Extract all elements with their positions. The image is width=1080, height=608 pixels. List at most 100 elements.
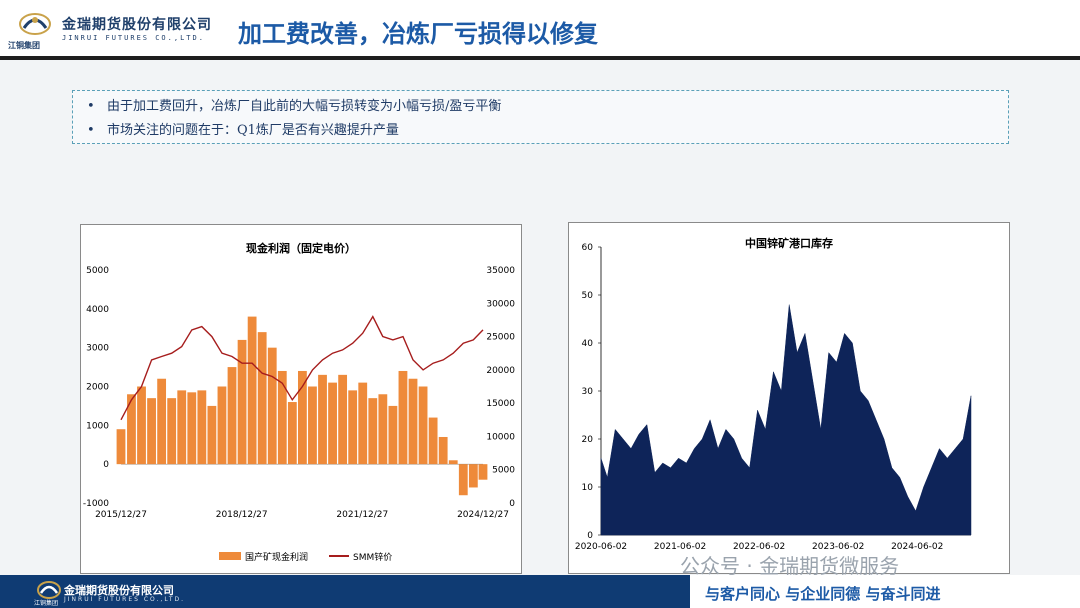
x-tick-label: 2024-06-02 — [891, 542, 943, 552]
profit-bar — [408, 378, 418, 465]
profit-bar — [277, 370, 287, 465]
company-logo: 金瑞期货股份有限公司 JINRUI FUTURES CO.,LTD. 江铜集团 — [8, 8, 228, 52]
y-left-tick-label: 3000 — [86, 344, 109, 354]
profit-bar — [468, 464, 478, 488]
header-divider — [0, 56, 1080, 60]
profit-bar — [177, 390, 187, 465]
x-tick-label: 2023-06-02 — [812, 542, 864, 552]
profit-bar — [227, 367, 237, 465]
profit-bar — [257, 332, 267, 465]
bullet-dot-icon: • — [87, 123, 95, 138]
y-tick-label: 0 — [587, 531, 593, 541]
y-right-tick-label: 20000 — [486, 366, 515, 376]
logo-english-name: JINRUI FUTURES CO.,LTD. — [62, 34, 205, 42]
profit-bar — [147, 398, 156, 465]
profit-bar — [308, 386, 317, 465]
x-tick-label: 2015/12/27 — [95, 510, 147, 520]
profit-chart-panel: 现金利润（固定电价） 5000 4000 3000 2000 1000 0 -1000 3500… — [80, 224, 522, 574]
profit-bar — [247, 316, 257, 465]
profit-bar — [448, 460, 458, 465]
x-tick-label: 2021/12/27 — [336, 510, 388, 520]
profit-bar — [328, 382, 337, 465]
inventory-chart-panel: 中国锌矿港口库存 60 50 40 30 20 10 0 2020-06-02 2021-06-0… — [568, 222, 1010, 574]
profit-bar — [116, 429, 126, 465]
y-right-tick-label: 30000 — [486, 299, 515, 309]
profit-bar — [207, 405, 217, 465]
profit-bar — [358, 382, 368, 465]
y-left-tick-label: 0 — [103, 460, 109, 470]
profit-bar — [428, 417, 438, 465]
y-left-tick-label: 5000 — [86, 266, 109, 276]
legend-swatch-bar — [219, 552, 241, 560]
profit-bar — [217, 386, 227, 465]
profit-bar — [137, 386, 146, 465]
x-tick-label: 2021-06-02 — [654, 542, 706, 552]
header: 金瑞期货股份有限公司 JINRUI FUTURES CO.,LTD. 江铜集团 … — [0, 0, 1080, 58]
profit-bar — [127, 394, 136, 465]
profit-bar — [388, 405, 398, 465]
y-right-tick-label: 5000 — [492, 466, 515, 476]
x-tick-label: 2022-06-02 — [733, 542, 785, 552]
footer-logo-emblem-icon — [37, 581, 61, 599]
bullet-text: 由于加工费回升，冶炼厂自此前的大幅亏损转变为小幅亏损/盈亏平衡 — [107, 99, 502, 114]
profit-bar — [478, 464, 488, 480]
profit-bar — [297, 370, 307, 465]
bullet-item: • 由于加工费回升，冶炼厂自此前的大幅亏损转变为小幅亏损/盈亏平衡 — [87, 95, 501, 114]
profit-bar — [458, 464, 468, 496]
y-tick-label: 40 — [582, 339, 594, 349]
footer-logo-group-name: 江铜集团 — [34, 600, 59, 607]
logo-emblem-icon — [19, 13, 51, 35]
profit-bar — [157, 378, 167, 465]
legend-label: 国产矿现金利润 — [245, 551, 308, 563]
footer-slogan: 与客户同心 与企业同德 与奋斗同进 — [705, 585, 941, 603]
profit-bar — [167, 398, 177, 465]
x-tick-label: 2020-06-02 — [575, 542, 627, 552]
y-right-tick-label: 25000 — [486, 333, 515, 343]
profit-bar — [348, 390, 358, 465]
x-tick-label: 2018/12/27 — [216, 510, 268, 520]
y-tick-label: 10 — [582, 483, 594, 493]
chart-title: 现金利润（固定电价） — [246, 241, 356, 255]
x-tick-label: 2024/12/27 — [457, 510, 509, 520]
bullet-dot-icon: • — [87, 99, 95, 114]
profit-bar — [398, 370, 408, 465]
y-right-tick-label: 35000 — [486, 266, 515, 276]
chart-title: 中国锌矿港口库存 — [745, 236, 833, 250]
watermark: 公众号 · 金瑞期货微服务 — [680, 554, 900, 578]
y-left-tick-label: 4000 — [86, 305, 109, 315]
y-tick-label: 20 — [582, 435, 594, 445]
summary-box: • 由于加工费回升，冶炼厂自此前的大幅亏损转变为小幅亏损/盈亏平衡 • 市场关注的问… — [72, 90, 1009, 144]
y-left-tick-label: -1000 — [83, 499, 109, 509]
y-right-tick-label: 15000 — [486, 399, 515, 409]
profit-bar — [187, 392, 197, 465]
profit-bar — [368, 398, 378, 465]
legend-label: SMM锌价 — [353, 551, 392, 563]
profit-bar — [338, 374, 348, 465]
profit-bar — [287, 402, 297, 465]
profit-bar — [318, 374, 327, 465]
footer-bar — [0, 575, 690, 608]
y-tick-label: 60 — [582, 243, 594, 253]
y-tick-label: 30 — [582, 387, 594, 397]
footer-logo-chinese-name: 金瑞期货股份有限公司 — [64, 584, 174, 597]
profit-bar — [237, 339, 247, 465]
logo-chinese-name: 金瑞期货股份有限公司 — [62, 17, 212, 33]
y-right-tick-label: 0 — [509, 499, 515, 509]
y-right-tick-label: 10000 — [486, 432, 515, 442]
profit-bar — [438, 436, 448, 465]
footer-logo-english-name: JINRUI FUTURES CO.,LTD. — [64, 596, 186, 603]
inventory-area — [600, 304, 972, 536]
logo-group-name: 江铜集团 — [8, 41, 40, 50]
profit-bar — [267, 347, 277, 465]
footer-slogan-area — [690, 575, 1080, 608]
profit-chart: 现金利润（固定电价）500040003000200010000-10003500… — [83, 241, 515, 563]
profit-bar — [418, 386, 428, 465]
profit-bar — [378, 394, 388, 465]
profit-bar — [197, 390, 207, 465]
bullet-text: 市场关注的问题在于：Q1炼厂是否有兴趣提升产量 — [107, 123, 399, 138]
bullet-item: • 市场关注的问题在于：Q1炼厂是否有兴趣提升产量 — [87, 119, 399, 138]
y-left-tick-label: 1000 — [86, 421, 109, 431]
zinc-price-line — [120, 315, 484, 421]
y-tick-label: 50 — [582, 291, 594, 301]
